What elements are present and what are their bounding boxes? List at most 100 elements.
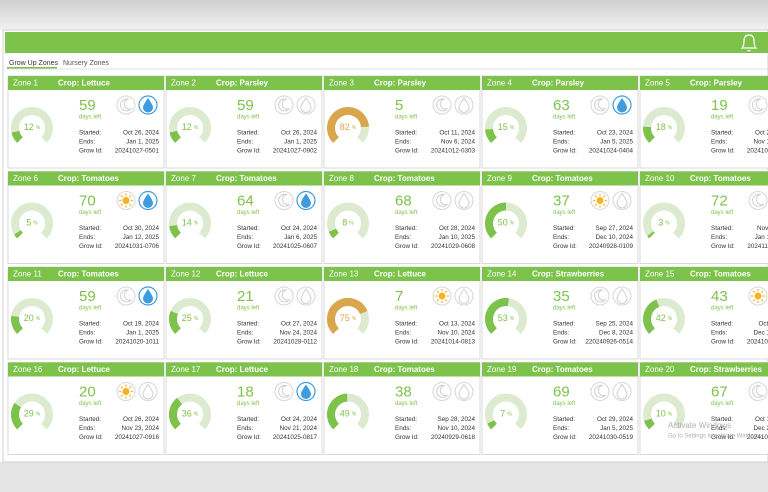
gauge-percent: 75% [340, 313, 357, 323]
moon-icon [116, 286, 136, 306]
detail-label: Grow Id: [395, 243, 419, 250]
detail-label: Started: [553, 225, 575, 232]
card-header [166, 362, 322, 377]
sun-ray [436, 290, 440, 294]
detail-value: 20241016-1020 [747, 434, 768, 441]
detail-value: Jan 5, 2025 [600, 139, 633, 146]
sun-ray [128, 203, 132, 206]
detail-value: 20241025-0607 [273, 243, 318, 250]
gauge-value [11, 315, 24, 334]
days-left-label: days left [711, 401, 734, 407]
detail-label: Ends: [553, 330, 569, 337]
days-left-value: 59 [79, 288, 96, 305]
detail-label: Ends: [395, 139, 411, 146]
detail-value: Oct 26, 2024 [123, 130, 160, 137]
detail-value: Nov 1, 2024 [757, 225, 768, 232]
detail-label: Ends: [237, 425, 253, 432]
sun-ray [120, 195, 124, 198]
detail-value: Oct 26, 2024 [755, 130, 768, 137]
sun-icon [590, 191, 610, 210]
bell-icon[interactable] [740, 34, 758, 52]
percent-sign: % [349, 221, 354, 227]
days-left-value: 63 [553, 97, 570, 114]
detail-label: Ends: [711, 234, 727, 241]
detail-value: 20241028-0112 [273, 339, 317, 346]
drop-shape [300, 97, 312, 113]
detail-value: Nov 10, 2024 [438, 425, 476, 432]
detail-label: Started: [711, 416, 733, 423]
detail-value: Oct 11, 2024 [439, 130, 475, 137]
detail-label: Grow Id: [237, 148, 261, 155]
gauge-percent: 12% [182, 122, 199, 132]
days-left-value: 18 [237, 383, 254, 400]
moon-shape [594, 384, 607, 398]
percent-value: 12 [182, 122, 192, 132]
sun-core [596, 197, 604, 204]
water-icon [454, 286, 474, 306]
detail-value: Oct 28, 2024 [439, 225, 476, 232]
sun-icon [432, 286, 452, 306]
zone-name: Zone 15 [645, 270, 675, 279]
tab[interactable]: Nursery Zones [63, 60, 109, 67]
detail-label: Ends: [553, 234, 569, 241]
detail-value: Nov 6, 2024 [441, 139, 475, 146]
gauge-value [485, 298, 509, 334]
detail-label: Grow Id: [553, 434, 577, 441]
water-icon [612, 286, 632, 306]
sun-ray [120, 203, 124, 206]
percent-value: 42 [656, 313, 666, 323]
sun-ray [602, 203, 606, 206]
sun-ray [444, 298, 448, 302]
card-body [639, 75, 768, 169]
gauge-percent: 18% [656, 122, 673, 132]
crop-name: Crop: Strawberries [690, 365, 763, 374]
percent-value: 82 [340, 122, 350, 132]
detail-label: Grow Id: [711, 148, 735, 155]
days-left-label: days left [711, 115, 734, 121]
days-left-label: days left [395, 401, 418, 407]
tab[interactable]: Grow Up Zones [9, 60, 59, 67]
detail-value: Nov 21, 2024 [280, 425, 318, 432]
days-left-label: days left [553, 210, 576, 216]
days-left-label: days left [711, 306, 734, 312]
detail-label: Grow Id: [237, 243, 261, 250]
moon-icon [432, 95, 452, 115]
sun-icon [116, 191, 136, 210]
gauge-percent: 7% [500, 409, 512, 419]
detail-label: Ends: [237, 330, 253, 337]
detail-label: Grow Id: [79, 434, 103, 441]
drop-shape [617, 98, 627, 113]
crop-name: Crop: Tomatoes [532, 174, 593, 183]
detail-label: Started: [395, 321, 417, 328]
detail-value: 20241030-0519 [589, 434, 634, 441]
gauge-percent: 36% [182, 409, 199, 419]
days-left-label: days left [237, 115, 260, 121]
detail-value: Oct 19, 2024 [123, 321, 160, 328]
sun-ray [128, 386, 132, 389]
percent-value: 3 [658, 218, 663, 228]
gauge-value [327, 107, 369, 143]
gauge-track [327, 202, 369, 239]
card-body [639, 171, 768, 264]
zone-name: Zone 12 [171, 270, 201, 279]
moon-icon [274, 191, 294, 210]
detail-value: Jan 1, 2025 [126, 139, 159, 146]
crop-name: Crop: Lettuce [216, 270, 269, 279]
zone-name: Zone 9 [487, 174, 512, 183]
percent-value: 49 [340, 409, 350, 419]
percent-sign: % [668, 125, 673, 131]
sun-ray [594, 203, 598, 206]
water-icon [296, 190, 316, 211]
detail-value: 20241024-0404 [589, 148, 634, 155]
card-body [165, 171, 323, 264]
moon-shape [278, 384, 291, 398]
crop-name: Crop: Tomatoes [58, 270, 119, 279]
percent-sign: % [668, 316, 673, 322]
detail-label: Started: [79, 416, 101, 423]
